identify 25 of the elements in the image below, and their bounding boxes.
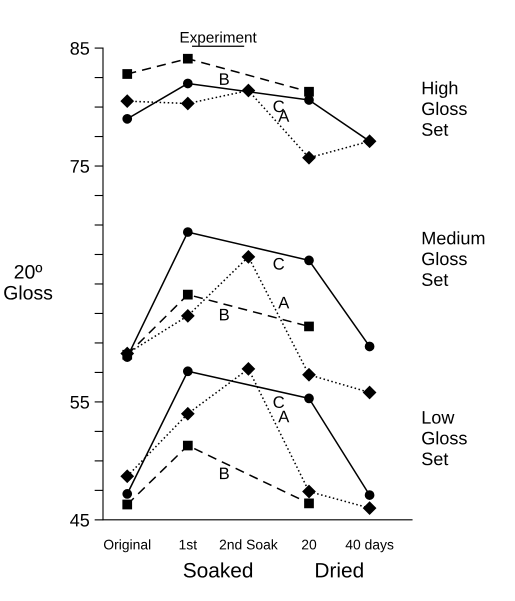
series-label: A [278, 110, 290, 122]
y-tick-label: 85 [70, 42, 90, 55]
series-label: C [274, 258, 284, 270]
x-tick-label: 40 days [346, 539, 394, 552]
series-label: B [220, 308, 229, 320]
y-tick-label: 75 [70, 160, 90, 173]
series-label: A [278, 296, 290, 308]
x-tick-label: 2nd Soak [220, 539, 278, 550]
y-tick-label: 55 [70, 396, 90, 409]
text: Medium Gloss Set [422, 231, 484, 286]
x-tick-label: 1st [180, 540, 197, 550]
text: Experiment [180, 31, 257, 46]
series-label: B [220, 73, 229, 85]
text: Low Gloss Set [422, 411, 467, 466]
y-tick-label: 45 [70, 514, 90, 527]
series-label: C [274, 100, 284, 112]
text: Soaked [184, 562, 252, 578]
x-tick-label: Original [104, 539, 150, 552]
series-label: A [278, 410, 290, 422]
text: Dried [316, 562, 363, 578]
x-tick-label: 20 [302, 540, 316, 550]
series-label: B [220, 468, 229, 480]
text: High Gloss Set [422, 81, 467, 136]
series-label: C [274, 396, 284, 408]
y-axis-title: 20º Gloss [4, 264, 52, 300]
